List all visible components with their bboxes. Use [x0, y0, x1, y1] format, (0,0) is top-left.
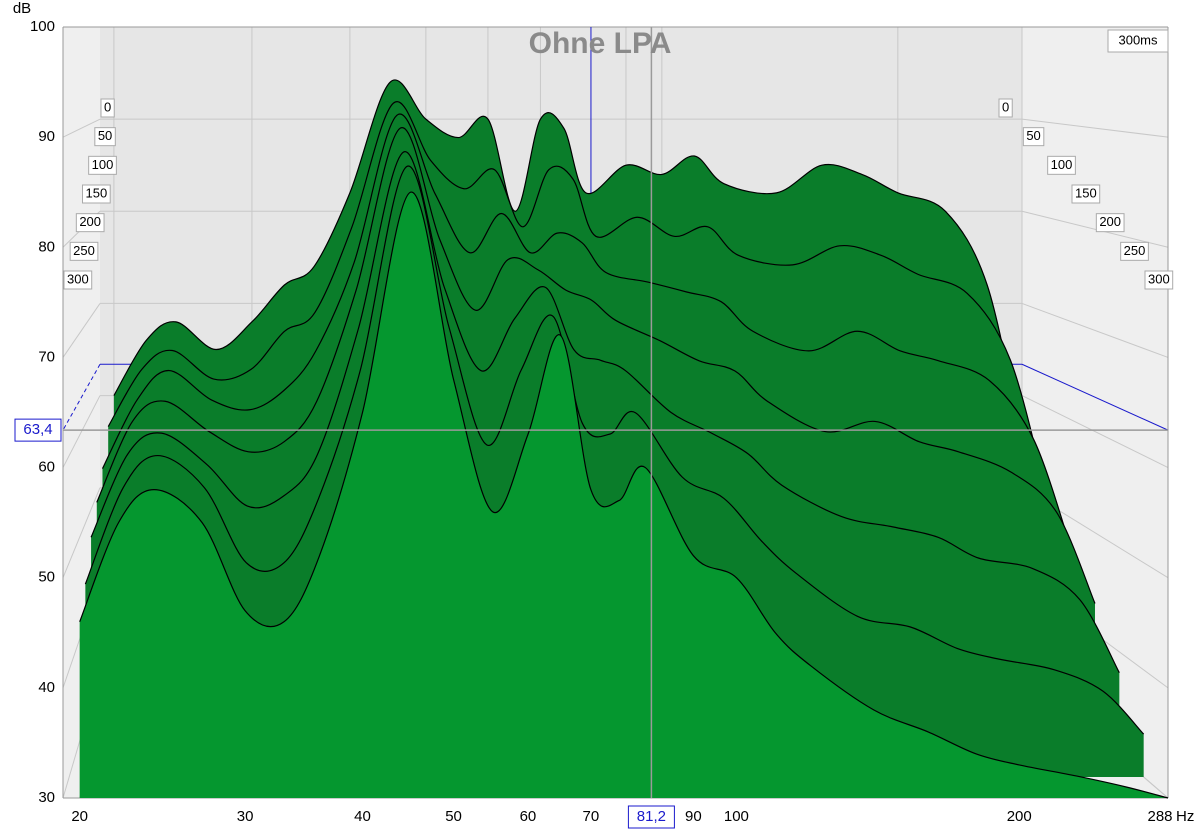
cursor-side — [1021, 363, 1169, 431]
x-tick-label: 90 — [685, 808, 702, 825]
grid-line — [1021, 210, 1169, 248]
time-tick-label: 200 — [79, 214, 101, 229]
time-tick-box — [1144, 270, 1174, 290]
time-tick-label: 300 — [67, 271, 89, 286]
grid-line — [62, 118, 101, 138]
time-tick-box — [1071, 184, 1101, 204]
slice-line — [107, 101, 1047, 494]
y-tick-label: 30 — [38, 789, 55, 806]
grid-line — [1021, 302, 1169, 358]
x-tick-label: 100 — [724, 808, 749, 825]
time-tick-box — [88, 155, 117, 175]
time-tick-label: 50 — [1026, 128, 1040, 143]
x-tick-label: 288 — [1147, 808, 1172, 825]
time-tick-box — [100, 98, 115, 118]
time-tick-label: 100 — [92, 157, 114, 172]
y-tick-label: 40 — [38, 679, 55, 696]
x-tick-label: 50 — [445, 808, 462, 825]
cursor-x-box — [627, 805, 675, 829]
time-tick-box — [94, 127, 116, 147]
time-tick-label: 150 — [1075, 185, 1097, 200]
slice-line — [101, 113, 1072, 548]
x-unit-label: Hz — [1176, 808, 1194, 825]
time-tick-box — [82, 184, 111, 204]
y-tick-label: 80 — [38, 238, 55, 255]
slice-line — [90, 151, 1120, 673]
time-tick-label: 200 — [1099, 214, 1121, 229]
time-tick-box — [63, 270, 93, 290]
x-tick-label: 60 — [520, 808, 537, 825]
cursor-x-label: 81,2 — [637, 808, 666, 825]
time-tick-label: 300 — [1148, 271, 1170, 286]
y-tick-label: 50 — [38, 569, 55, 586]
x-tick-label: 70 — [582, 808, 599, 825]
x-tick-label: 20 — [71, 808, 88, 825]
time-tick-label: 0 — [1002, 99, 1009, 114]
cursor-y-label: 63,4 — [23, 421, 52, 438]
slice-line — [79, 191, 1169, 799]
time-end-box — [1107, 29, 1169, 53]
time-tick-box — [75, 213, 105, 233]
y-tick-label: 90 — [38, 128, 55, 145]
time-tick-box — [69, 241, 99, 261]
chart-title: Ohne LPA — [529, 27, 672, 60]
time-end-label: 300ms — [1118, 32, 1158, 47]
cursor-y-box — [14, 418, 62, 442]
slice-fill — [79, 192, 1169, 799]
time-tick-box — [998, 98, 1013, 118]
y-tick-label: 60 — [38, 459, 55, 476]
grid-line — [1021, 118, 1169, 138]
grid-line — [62, 487, 101, 578]
time-tick-box — [1047, 155, 1076, 175]
time-tick-label: 50 — [98, 128, 112, 143]
time-tick-label: 0 — [104, 99, 111, 114]
x-tick-label: 200 — [1007, 808, 1032, 825]
time-tick-label: 250 — [73, 243, 95, 258]
time-tick-label: 250 — [1124, 243, 1146, 258]
time-tick-label: 100 — [1051, 157, 1073, 172]
cursor-side — [62, 363, 101, 431]
y-axis-label: dB — [13, 0, 31, 17]
y-tick-label: 100 — [30, 18, 55, 35]
grid-line — [62, 303, 101, 358]
time-tick-label: 150 — [86, 185, 108, 200]
grid-line — [1021, 395, 1169, 469]
slice-line — [113, 79, 1023, 442]
grid-line — [62, 395, 101, 468]
time-tick-box — [1120, 241, 1149, 261]
y-tick-label: 70 — [38, 348, 55, 365]
time-tick-box — [1022, 127, 1045, 147]
x-tick-label: 40 — [354, 808, 371, 825]
time-tick-box — [1095, 213, 1125, 233]
x-tick-label: 30 — [237, 808, 254, 825]
slice-line — [84, 165, 1145, 735]
